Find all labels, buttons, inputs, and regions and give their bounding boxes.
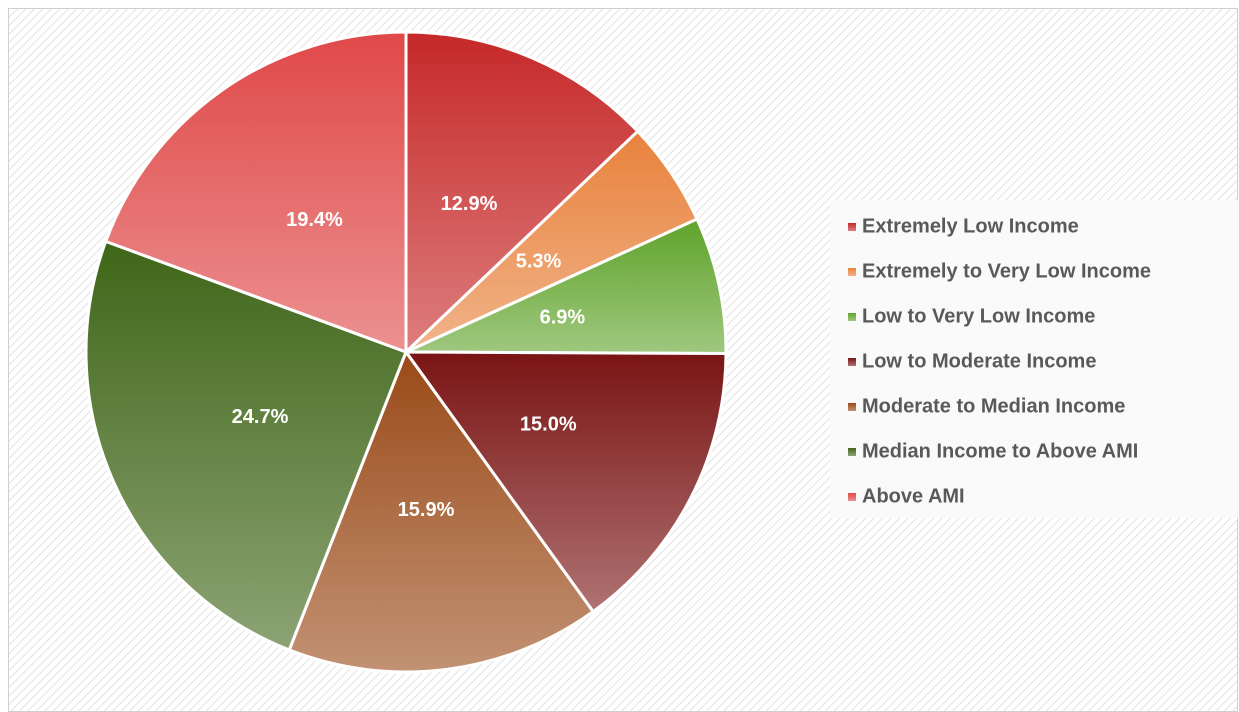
legend-marker [848, 223, 856, 231]
data-label: 15.0% [520, 414, 577, 436]
data-label: 5.3% [516, 251, 562, 273]
legend-marker [848, 403, 856, 411]
pie-slice [84, 239, 408, 652]
legend-label: Low to Very Low Income [862, 305, 1095, 327]
legend-label: Low to Moderate Income [862, 350, 1096, 372]
data-label: 19.4% [286, 209, 343, 231]
pie-slice [103, 30, 408, 355]
pie-slice [405, 217, 728, 356]
data-label: 15.9% [398, 499, 455, 521]
legend-box [830, 200, 1239, 518]
legend-label: Moderate to Median Income [862, 395, 1125, 417]
legend-marker [848, 358, 856, 366]
legend-label: Extremely to Very Low Income [862, 260, 1151, 282]
data-label: 6.9% [540, 307, 586, 329]
legend-marker [848, 268, 856, 276]
legend-marker [848, 493, 856, 501]
data-label: 12.9% [441, 193, 498, 215]
legend-label: Above AMI [862, 485, 965, 507]
legend-marker [848, 448, 856, 456]
legend-marker [848, 313, 856, 321]
legend-label: Extremely Low Income [862, 215, 1079, 237]
pie-slice [404, 30, 640, 356]
pie-slice [403, 350, 728, 614]
pie-slice [287, 348, 596, 674]
data-label: 24.7% [232, 406, 289, 428]
legend-label: Median Income to Above AMI [862, 440, 1138, 462]
